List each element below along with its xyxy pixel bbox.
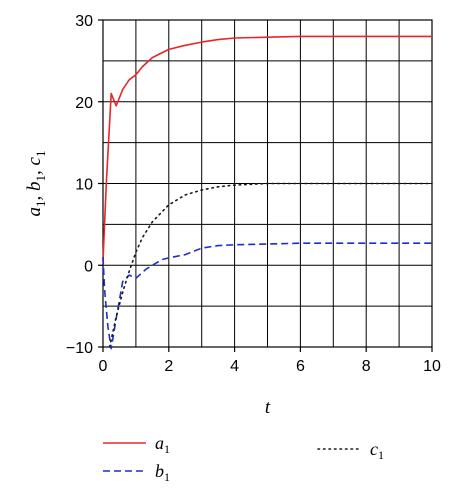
- series-b1-line: [102, 242, 432, 350]
- legend-label-b1: b1: [155, 461, 170, 484]
- x-axis-label: t: [265, 397, 271, 418]
- y-tick-label: 0: [84, 258, 93, 275]
- x-tick-label: 4: [230, 358, 239, 375]
- x-tick-label: 2: [164, 358, 173, 375]
- y-axis-label: a1, b1, c1: [24, 151, 48, 217]
- legend-label-a1: a1: [155, 433, 170, 456]
- x-tick-label: 8: [362, 358, 371, 375]
- y-tick-label: 20: [75, 95, 93, 112]
- series-lines: [102, 35, 433, 350]
- y-tick-label: 10: [75, 177, 93, 194]
- x-tick-label: 6: [296, 358, 305, 375]
- legend-label-c1: c1: [370, 439, 384, 462]
- legend: a1 b1 c1: [103, 433, 384, 484]
- y-tick-label: 30: [75, 13, 93, 30]
- x-tick-label: 0: [99, 358, 108, 375]
- series-c1-line: [108, 182, 433, 348]
- x-tick-label: 10: [423, 358, 441, 375]
- series-a1-line: [102, 35, 432, 262]
- axis-ticks: 0 2 4 6 8 10 −10 0 10 20 30: [66, 13, 441, 375]
- y-tick-label: −10: [66, 340, 93, 357]
